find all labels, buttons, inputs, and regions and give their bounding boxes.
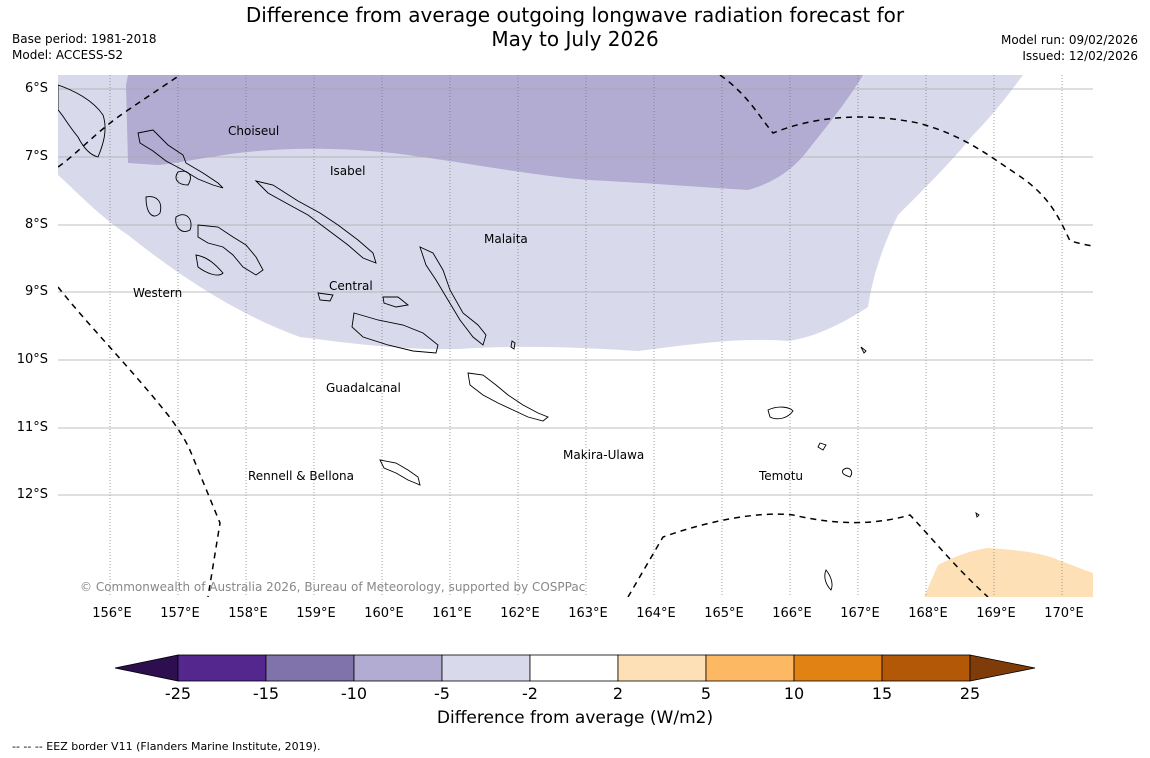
map-canvas: [58, 75, 1093, 597]
place-label-malaita: Malaita: [484, 232, 528, 246]
lon-label-167e: 167°E: [840, 606, 880, 621]
meta-left: Base period: 1981-2018 Model: ACCESS-S2: [12, 31, 157, 63]
island-malaita: [419, 246, 487, 346]
copyright-notice: © Commonwealth of Australia 2026, Bureau…: [80, 580, 586, 594]
legend-colorbar: [114, 654, 1036, 682]
island-vella: [175, 170, 191, 186]
lat-label-6s: 6°S: [24, 81, 48, 96]
title-line-1: Difference from average outgoing longwav…: [245, 3, 905, 27]
lon-label-163e: 163°E: [568, 606, 608, 621]
lon-label-170e: 170°E: [1044, 606, 1084, 621]
chart-title: Difference from average outgoing longwav…: [0, 3, 1150, 51]
lon-label-166e: 166°E: [772, 606, 812, 621]
issued-date: Issued: 12/02/2026: [1022, 49, 1138, 63]
lon-label-161e: 161°E: [432, 606, 472, 621]
island-temotu-3: [824, 569, 833, 591]
legend-tick: 5: [700, 684, 712, 703]
place-label-rennell: Rennell & Bellona: [248, 469, 355, 483]
legend-tick: 10: [783, 684, 805, 703]
map: [58, 75, 1093, 597]
island-savo: [382, 296, 410, 308]
lat-label-9s: 9°S: [24, 284, 48, 299]
lon-label-169e: 169°E: [976, 606, 1016, 621]
parallel-lines: [58, 88, 1093, 496]
legend-title: Difference from average (W/m2): [436, 708, 714, 728]
island-makira: [467, 372, 549, 422]
island-bougainville-tip: [58, 84, 106, 158]
place-label-isabel: Isabel: [330, 164, 366, 178]
island-western-2: [175, 214, 192, 232]
lat-label-10s: 10°S: [16, 352, 48, 367]
legend-swatch-8: [793, 654, 883, 682]
lon-label-159e: 159°E: [296, 606, 336, 621]
lon-label-164e: 164°E: [636, 606, 676, 621]
lon-label-168e: 168°E: [908, 606, 948, 621]
island-temotu-1: [817, 442, 827, 451]
legend-swatch-6: [617, 654, 707, 682]
island-florida: [317, 292, 334, 302]
island-choiseul: [137, 129, 224, 189]
legend-arrow-left: [114, 654, 179, 682]
place-label-temotu: Temotu: [759, 469, 804, 483]
legend-tick: 2: [612, 684, 624, 703]
lon-label-162e: 162°E: [500, 606, 540, 621]
place-label-central: Central: [329, 279, 373, 293]
place-label-choiseul: Choiseul: [228, 124, 280, 138]
island-temotu-2: [841, 467, 853, 478]
island-rendova: [195, 254, 224, 276]
place-label-guadalcanal: Guadalcanal: [326, 381, 401, 395]
lat-label-11s: 11°S: [16, 420, 48, 435]
island-rennell: [379, 459, 421, 486]
legend-arrow-right: [969, 654, 1036, 682]
island-guadalcanal: [351, 312, 439, 354]
island-western-1: [145, 196, 162, 217]
title-line-2: May to July 2026: [491, 27, 659, 51]
legend-tick: -25: [164, 684, 192, 703]
island-sikaiana: [860, 346, 867, 354]
place-label-western: Western: [133, 286, 183, 300]
lon-label-158e: 158°E: [228, 606, 268, 621]
island-santacruz: [767, 406, 794, 420]
eez-border: [58, 75, 1093, 597]
lon-label-165e: 165°E: [704, 606, 744, 621]
island-duff: [975, 511, 980, 518]
anomaly-region-orange: [924, 548, 1093, 597]
model-run: Model run: 09/02/2026: [1000, 33, 1138, 47]
legend-swatch-7: [705, 654, 795, 682]
lat-label-8s: 8°S: [24, 217, 48, 232]
legend-swatch-9: [881, 654, 971, 682]
legend-tick: 15: [871, 684, 893, 703]
lon-label-160e: 160°E: [364, 606, 404, 621]
legend-tick: -10: [340, 684, 368, 703]
base-period: Base period: 1981-2018: [12, 32, 157, 46]
lon-label-156e: 156°E: [92, 606, 132, 621]
lat-label-7s: 7°S: [24, 149, 48, 164]
lon-label-157e: 157°E: [160, 606, 200, 621]
legend-swatch-1: [177, 654, 267, 682]
islands: [58, 84, 980, 591]
legend-tick: -2: [522, 684, 538, 703]
legend-swatch-5: [529, 654, 619, 682]
island-isabel: [254, 180, 377, 264]
model-name: Model: ACCESS-S2: [12, 48, 124, 62]
place-label-makira: Makira-Ulawa: [563, 448, 645, 462]
eez-footnote: -- -- -- EEZ border V11 (Flanders Marine…: [12, 740, 321, 753]
legend-swatch-4: [441, 654, 531, 682]
legend-tick: -15: [252, 684, 280, 703]
legend-tick: -5: [434, 684, 450, 703]
legend-swatch-2: [265, 654, 355, 682]
anomaly-region-mid: [58, 75, 863, 190]
meridian-lines: [109, 75, 1063, 597]
island-newgeorgia: [197, 224, 264, 276]
legend-swatch-3: [353, 654, 443, 682]
island-ulawa: [510, 340, 516, 350]
lat-label-12s: 12°S: [16, 487, 48, 502]
meta-right: Model run: 09/02/2026 Issued: 12/02/2026: [1001, 32, 1138, 64]
legend-tick: 25: [959, 684, 981, 703]
